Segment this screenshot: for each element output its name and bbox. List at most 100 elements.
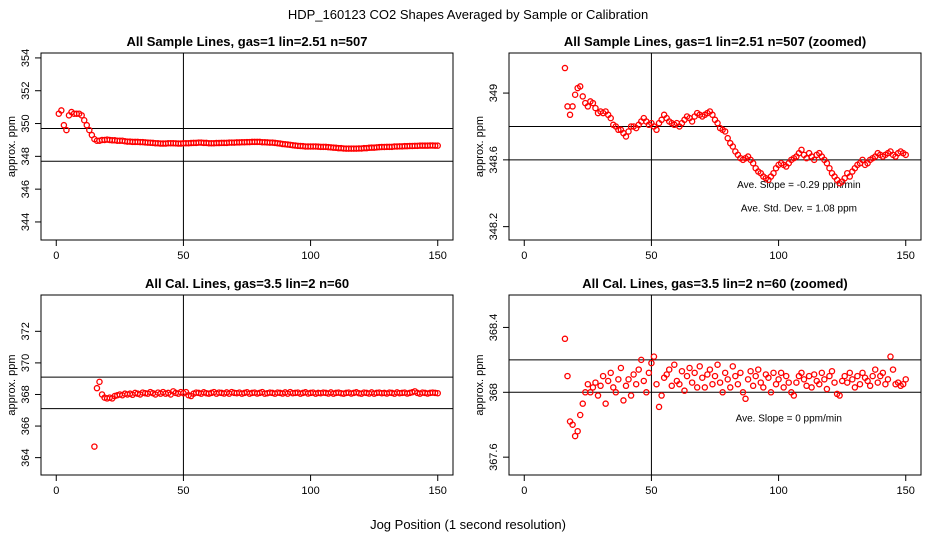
data-point	[754, 366, 762, 373]
data-point	[589, 99, 597, 107]
data-point	[83, 121, 91, 129]
data-point	[561, 64, 569, 72]
data-point	[579, 93, 587, 100]
chart-panel-4: All Cal. Lines, gas=3.5 lin=2 n=60 (zoom…	[474, 276, 922, 497]
data-point	[632, 380, 640, 388]
data-point	[902, 151, 909, 159]
y-tick-label: 346	[20, 180, 32, 198]
data-point	[749, 159, 757, 167]
data-point	[688, 379, 696, 386]
data-point	[594, 392, 602, 399]
y-axis-label: approx. ppm	[6, 116, 18, 177]
data-points	[55, 107, 441, 152]
data-point	[846, 173, 854, 180]
data-point	[640, 377, 648, 385]
data-point	[749, 382, 757, 390]
data-point	[704, 371, 711, 378]
data-point	[899, 380, 907, 388]
chart-title: All Cal. Lines, gas=3.5 lin=2 n=60	[145, 276, 349, 291]
data-point	[871, 366, 879, 373]
data-point	[569, 103, 576, 110]
data-point	[798, 369, 805, 377]
data-point	[826, 164, 833, 172]
data-point	[760, 384, 767, 391]
annotation-text: Ave. Slope = 0 ppm/min	[736, 413, 842, 424]
data-point	[93, 384, 101, 392]
chart-title: All Cal. Lines, gas=3.5 lin=2 n=60 (zoom…	[582, 276, 848, 291]
data-point	[561, 335, 569, 343]
y-axis-label: approx. ppm	[6, 354, 18, 415]
x-tick-label: 50	[645, 250, 657, 262]
data-point	[739, 389, 747, 396]
x-tick-label: 50	[177, 485, 189, 497]
data-point	[846, 369, 854, 377]
data-point	[587, 389, 594, 396]
data-point	[431, 389, 439, 397]
data-point	[706, 366, 714, 373]
x-tick-label: 100	[301, 485, 319, 497]
data-point	[80, 117, 88, 124]
chart-panel-3: All Cal. Lines, gas=3.5 lin=2 n=60 0 50 100…	[6, 276, 454, 497]
chart-title: All Sample Lines, gas=1 lin=2.51 n=507	[127, 34, 368, 49]
data-point	[884, 376, 892, 383]
data-point	[683, 372, 691, 380]
data-point	[790, 392, 798, 399]
data-point	[823, 385, 831, 393]
data-point	[63, 126, 70, 134]
data-point	[653, 380, 660, 388]
data-point	[851, 384, 859, 391]
data-point	[902, 376, 909, 383]
data-point	[854, 372, 861, 380]
data-point	[711, 372, 719, 380]
data-point	[584, 103, 592, 110]
x-tick-label: 150	[897, 485, 915, 497]
data-point	[887, 353, 894, 360]
data-point	[737, 369, 744, 377]
data-point	[889, 366, 897, 373]
data-point	[716, 379, 724, 386]
data-point	[643, 389, 650, 396]
data-point	[696, 363, 703, 370]
data-point	[602, 400, 609, 407]
data-point	[757, 379, 765, 386]
y-tick-label: 348.6	[488, 146, 500, 174]
data-point	[620, 397, 627, 404]
data-point	[589, 384, 597, 391]
data-point	[637, 356, 645, 364]
data-point	[566, 111, 574, 119]
data-point	[571, 432, 579, 440]
data-point	[434, 389, 441, 397]
data-point	[810, 371, 818, 378]
data-point	[719, 389, 726, 396]
chart-title: All Sample Lines, gas=1 lin=2.51 n=507 (…	[564, 34, 866, 49]
x-tick-label: 100	[769, 485, 787, 497]
data-point	[724, 376, 731, 383]
data-point	[676, 380, 683, 388]
chart-panel-2: All Sample Lines, gas=1 lin=2.51 n=507 (…	[474, 34, 922, 262]
data-point	[882, 380, 889, 388]
data-point	[645, 369, 653, 377]
data-point	[864, 377, 871, 385]
y-tick-label: 366	[20, 417, 32, 435]
x-tick-label: 50	[645, 485, 657, 497]
data-point	[96, 378, 103, 386]
y-tick-label: 344	[20, 213, 32, 231]
x-tick-label: 100	[769, 250, 787, 262]
data-point	[800, 376, 808, 383]
data-point	[714, 119, 721, 127]
data-point	[780, 384, 787, 391]
data-point	[879, 369, 887, 377]
data-point	[747, 367, 754, 375]
data-point	[622, 133, 630, 140]
y-axis-label: approx. ppm	[474, 116, 486, 177]
data-point	[849, 376, 856, 383]
data-point	[604, 377, 612, 385]
data-point	[607, 369, 614, 377]
data-point	[630, 371, 637, 378]
data-point	[678, 367, 686, 375]
data-point	[866, 382, 874, 390]
data-point	[869, 372, 876, 380]
data-point	[775, 376, 782, 383]
data-point	[658, 392, 665, 399]
data-point	[874, 379, 882, 386]
